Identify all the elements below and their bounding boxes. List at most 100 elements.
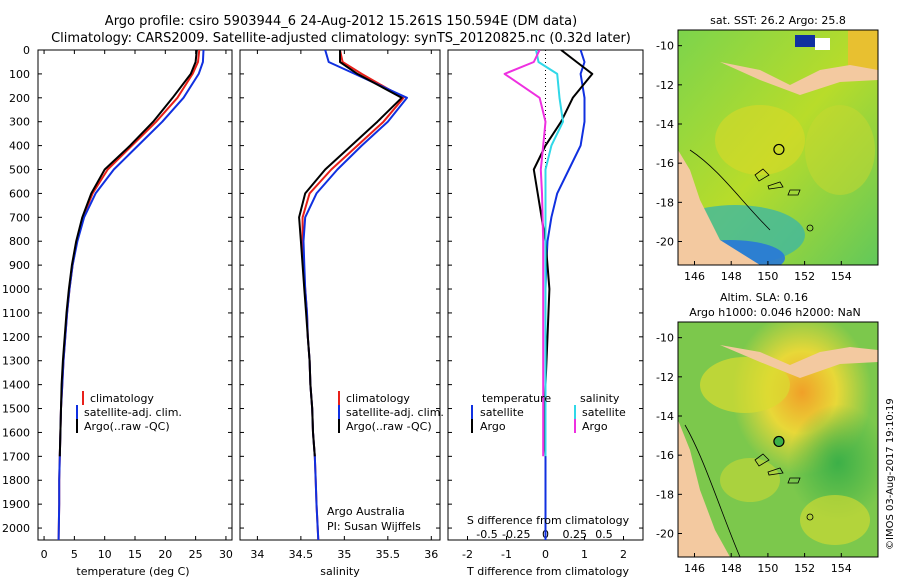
- salinity-xlabel: salinity: [320, 565, 360, 578]
- x-tick-label: 36: [424, 548, 438, 561]
- map-y-tick-label: -18: [656, 488, 674, 501]
- salinity-legend: climatology satellite-adj. clim. Argo(..…: [338, 391, 444, 433]
- x-tick-label: 10: [98, 548, 112, 561]
- sst-warm-patch-2: [805, 105, 875, 195]
- x-tick-label: 34: [250, 548, 264, 561]
- legend-argo-2: Argo(..raw -QC): [346, 420, 432, 433]
- annotation-argo-australia: Argo Australia: [327, 505, 405, 518]
- map-x-tick-label: 154: [831, 562, 852, 575]
- legend-t-argo: Argo: [480, 420, 506, 433]
- series-line-climatology: [301, 50, 405, 540]
- depth-tick-label: 300: [9, 116, 30, 129]
- map-x-tick-label: 146: [684, 562, 705, 575]
- sla-contour: [684, 424, 741, 557]
- depth-tick-label: 0: [23, 44, 30, 57]
- title-line-1: Argo profile: csiro 5903944_6 24-Aug-201…: [105, 14, 577, 29]
- depth-tick-label: 1500: [2, 403, 30, 416]
- difference-lines: [503, 50, 594, 540]
- depth-tick-label: 1400: [2, 379, 30, 392]
- map-y-tick-label: -10: [656, 332, 674, 345]
- sla-yellow-patch-3: [800, 495, 870, 545]
- series-line-argo-raw-qc-: [58, 50, 198, 457]
- map-y-tick-label: -16: [656, 157, 674, 170]
- legend-argo: Argo(..raw -QC): [84, 420, 170, 433]
- depth-tick-label: 1600: [2, 426, 30, 439]
- legend-climatology-2: climatology: [346, 392, 410, 405]
- sst-dark-blue-cell: [795, 35, 815, 47]
- x-tick-label: 30: [219, 548, 233, 561]
- x-tick-label: 35.5: [376, 548, 401, 561]
- sla-map-frame: [677, 321, 879, 558]
- series-line-t-satellite: [544, 50, 586, 540]
- depth-tick-label: 1700: [2, 450, 30, 463]
- legend-satellite: satellite-adj. clim.: [84, 406, 182, 419]
- sla-map-axes: 146 148 150 152 154 -10 -12 -14 -16 -18 -20: [656, 332, 852, 575]
- sst-missing-cell: [815, 38, 830, 50]
- s-tick-label: -0.5: [476, 528, 497, 541]
- series-line-s-satellite: [535, 50, 564, 457]
- x-tick-label: 5: [71, 548, 78, 561]
- map-y-tick-label: -14: [656, 410, 674, 423]
- depth-tick-label: 700: [9, 211, 30, 224]
- sla-small-reef: [806, 513, 814, 521]
- depth-tick-label: 1800: [2, 474, 30, 487]
- sla-map-subtitle: Argo h1000: 0.046 h2000: NaN: [689, 306, 861, 319]
- temperature-axis: 0 5 10 15 20 25 30: [38, 49, 233, 561]
- s-tick-label: -0.25: [502, 528, 530, 541]
- series-line-climatology: [57, 50, 201, 540]
- temperature-legend: climatology satellite-adj. clim. Argo(..…: [76, 391, 182, 433]
- x-tick-label: 15: [128, 548, 142, 561]
- sst-map-axes: 146 148 150 152 154 -10 -12 -14 -16 -18 -20: [656, 40, 852, 283]
- map-x-tick-label: 150: [757, 562, 778, 575]
- sst-contour: [689, 149, 771, 231]
- depth-tick-label: 900: [9, 259, 30, 272]
- legend-s-satellite: satellite: [582, 406, 626, 419]
- depth-tick-label: 500: [9, 164, 30, 177]
- salinity-lines: [298, 50, 408, 540]
- legend-climatology: climatology: [90, 392, 154, 405]
- series-line-satellite-adj-clim-: [302, 50, 408, 540]
- salinity-axis: 34 34.5 35 35.5 36: [240, 49, 440, 561]
- depth-tick-label: 400: [9, 140, 30, 153]
- map-y-tick-label: -12: [656, 371, 674, 384]
- x-tick-label: 35: [337, 548, 351, 561]
- map-x-tick-label: 148: [721, 562, 742, 575]
- x-tick-label: 20: [158, 548, 172, 561]
- sst-land-australia: [678, 150, 760, 265]
- map-y-tick-label: -14: [656, 118, 674, 131]
- legend-salinity-heading: salinity: [580, 392, 620, 405]
- temperature-xlabel: temperature (deg C): [76, 565, 189, 578]
- depth-tick-label: 100: [9, 68, 30, 81]
- sst-warm-patch: [715, 105, 805, 175]
- sst-reefs: [754, 168, 801, 196]
- depth-tick-label: 200: [9, 92, 30, 105]
- x-tick-label: -1: [501, 548, 512, 561]
- sla-argo-marker: [773, 435, 785, 448]
- imos-stamp: ©IMOS 03-Aug-2017 19:10:19: [885, 398, 896, 550]
- map-y-tick-label: -20: [656, 236, 674, 249]
- map-y-tick-label: -10: [656, 40, 674, 53]
- map-x-tick-label: 152: [794, 562, 815, 575]
- legend-satellite-2: satellite-adj. clim.: [346, 406, 444, 419]
- legend-t-satellite: satellite: [480, 406, 524, 419]
- legend-temperature-heading: temperature: [482, 392, 551, 405]
- sla-map: [678, 322, 878, 557]
- depth-tick-label: 1000: [2, 283, 30, 296]
- title-line-2: Climatology: CARS2009. Satellite-adjuste…: [51, 31, 631, 46]
- legend-s-argo: Argo: [582, 420, 608, 433]
- series-line-s-argo: [503, 50, 547, 457]
- map-y-tick-label: -16: [656, 449, 674, 462]
- sst-map-frame: [677, 29, 879, 266]
- depth-axis-labels: 0 100 200 300 400 500 600 700 800 900 1000 1100 1200…: [2, 44, 30, 535]
- sst-map-title: sat. SST: 26.2 Argo: 25.8: [710, 14, 846, 27]
- map-x-tick-label: 154: [831, 270, 852, 283]
- x-tick-label: 0: [41, 548, 48, 561]
- temperature-lines: [57, 50, 205, 540]
- sla-land-australia: [678, 420, 730, 557]
- sla-land-png: [720, 345, 878, 378]
- map-x-tick-label: 148: [721, 270, 742, 283]
- sst-map: [678, 30, 878, 265]
- depth-tick-label: 800: [9, 235, 30, 248]
